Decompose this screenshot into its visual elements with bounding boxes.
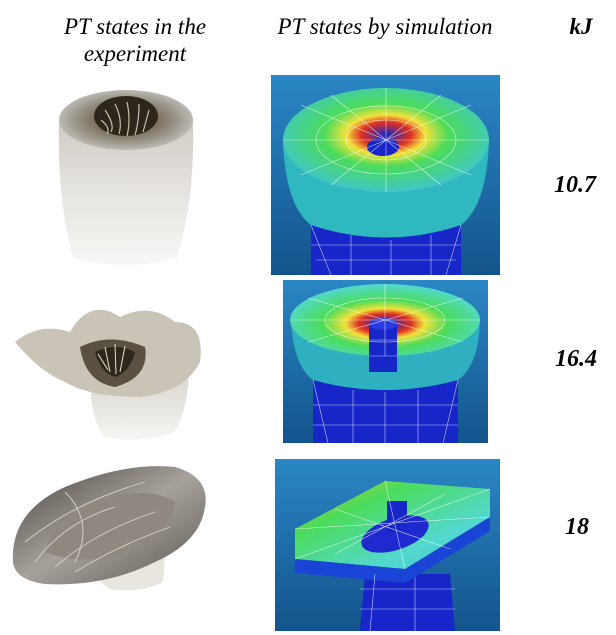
energy-value-row-1: 10.7: [554, 172, 596, 198]
simulation-column-header: PT states by simulation: [277, 14, 493, 39]
energy-value-row-3: 18: [565, 514, 589, 540]
experiment-header-line1: PT states in the: [63, 14, 207, 39]
experiment-header-line2: experiment: [83, 41, 187, 66]
experiment-photo-row-2: [15, 309, 201, 440]
experiment-photo-row-3: [12, 466, 206, 591]
energy-column-header: kJ: [569, 14, 593, 39]
simulation-image-row-1: [271, 75, 500, 275]
simulation-image-row-3: [275, 459, 500, 631]
simulation-image-row-2: [283, 280, 488, 443]
energy-value-row-2: 16.4: [555, 346, 597, 372]
experiment-photo-row-1: [58, 90, 194, 265]
experiment-column-header: PT states in the experiment: [5, 13, 265, 67]
